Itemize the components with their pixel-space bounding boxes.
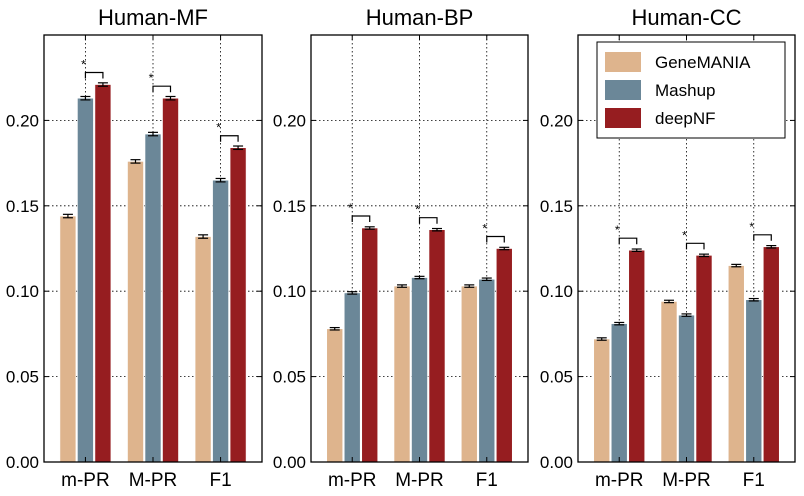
x-tick-label: F1 — [209, 470, 231, 491]
significance-star: * — [81, 58, 86, 72]
significance-bracket — [486, 235, 505, 243]
y-tick-label: 0.05 — [6, 368, 39, 387]
plot-frame — [43, 34, 263, 463]
plot-frame — [577, 34, 796, 463]
y-tick-label: 0.15 — [6, 197, 39, 216]
y-tick-label: 0.10 — [6, 282, 39, 301]
legend-swatch-deepnf — [605, 108, 641, 128]
significance-bracket — [84, 71, 104, 79]
x-tick-label: m-PR — [328, 470, 377, 491]
y-tick-label: 0.15 — [273, 197, 306, 216]
panel-human-bp: Human-BP 0.00 0.05 0.10 0.15 0.20 * * * m-PR M-PR F… — [273, 5, 529, 491]
legend-swatch-mashup — [605, 80, 641, 100]
y-tick-label: 0.05 — [540, 368, 573, 387]
significance-star: * — [682, 228, 687, 242]
x-tick-label: M-PR — [395, 470, 444, 491]
significance-star: * — [216, 121, 221, 135]
bar-deepnf-m-pr — [428, 229, 446, 463]
bar-mashup-f1 — [478, 278, 496, 463]
y-tick-label: 0.20 — [273, 111, 306, 130]
panel-human-mf: Human-MF 0.00 0.05 0.10 0.15 0.20 * * * m-PR M-PR F… — [6, 5, 263, 491]
significance-star: * — [348, 201, 353, 215]
y-tick-label: 0.00 — [6, 453, 39, 472]
significance-bracket — [351, 215, 371, 223]
significance-bracket — [618, 237, 638, 245]
x-tick-label: m-PR — [61, 470, 110, 491]
legend-label-deepnf: deepNF — [655, 109, 715, 128]
bar-deepnf-m-pr — [361, 227, 379, 463]
y-tick-label: 0.20 — [540, 111, 573, 130]
y-tick-label: 0.00 — [273, 453, 306, 472]
y-tick-label: 0.05 — [273, 368, 306, 387]
bar-genemania-m-pr — [326, 328, 344, 463]
bar-genemania-m-pr — [59, 215, 77, 463]
significance-bracket — [753, 234, 772, 241]
bar-genemania-f1 — [460, 285, 478, 463]
legend-label-genemania: GeneMANIA — [655, 53, 751, 72]
y-tick-label: 0.20 — [6, 111, 39, 130]
y-tick-label: 0.00 — [540, 453, 573, 472]
bar-genemania-f1 — [194, 236, 212, 463]
legend: GeneMANIA Mashup deepNF — [596, 41, 786, 139]
significance-bracket — [152, 85, 172, 93]
bar-mashup-f1 — [745, 299, 763, 463]
chart-title: Human-MF — [98, 5, 208, 30]
bar-genemania-f1 — [727, 265, 745, 463]
bar-genemania-m-pr — [393, 285, 411, 463]
y-tick-label: 0.15 — [540, 197, 573, 216]
bar-mashup-m-pr — [77, 97, 94, 463]
legend-swatch-genemania — [605, 52, 641, 72]
chart-title: Human-CC — [631, 5, 741, 30]
y-tick-label: 0.10 — [273, 282, 306, 301]
bar-mashup-m-pr — [144, 133, 162, 463]
bar-deepnf-m-pr — [162, 97, 179, 463]
significance-star: * — [482, 222, 487, 236]
legend-label-mashup: Mashup — [655, 81, 715, 100]
bar-mashup-m-pr — [411, 277, 428, 463]
bar-genemania-m-pr — [127, 161, 144, 463]
bar-deepnf-f1 — [762, 246, 780, 463]
significance-bracket — [219, 135, 239, 142]
panel-human-cc: Human-CC 0.00 0.05 0.10 0.15 0.20 * * * m-PR M-PR F… — [540, 5, 796, 491]
bar-mashup-f1 — [212, 179, 229, 463]
significance-star: * — [749, 220, 754, 234]
bar-deepnf-m-pr — [94, 84, 112, 463]
significance-bracket — [418, 217, 438, 224]
bar-deepnf-m-pr — [695, 255, 713, 463]
x-tick-label: M-PR — [129, 470, 178, 491]
significance-star: * — [149, 71, 154, 85]
x-tick-label: F1 — [743, 470, 765, 491]
y-tick-label: 0.10 — [540, 282, 573, 301]
x-tick-label: m-PR — [595, 470, 644, 491]
significance-bracket — [685, 242, 705, 250]
bar-mashup-m-pr — [678, 314, 695, 463]
bar-genemania-m-pr — [660, 301, 678, 463]
bar-genemania-m-pr — [593, 338, 611, 463]
bar-mashup-m-pr — [343, 292, 361, 463]
significance-star: * — [615, 223, 620, 237]
bar-deepnf-f1 — [495, 248, 513, 463]
bar-mashup-m-pr — [610, 323, 628, 463]
significance-star: * — [415, 203, 420, 217]
plot-frame — [310, 34, 529, 463]
bar-deepnf-f1 — [229, 147, 247, 463]
bar-deepnf-m-pr — [628, 249, 646, 463]
x-tick-label: M-PR — [662, 470, 711, 491]
chart-title: Human-BP — [366, 5, 474, 30]
x-tick-label: F1 — [476, 470, 498, 491]
